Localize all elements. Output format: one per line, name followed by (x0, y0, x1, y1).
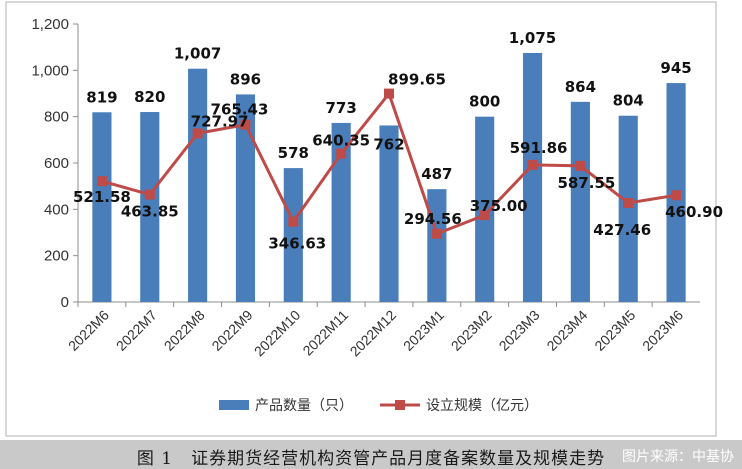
bar-value-label: 1,075 (509, 29, 556, 47)
legend-bar-swatch (219, 400, 249, 410)
line-value-label: 521.58 (73, 188, 131, 206)
y-tick-label: 200 (44, 248, 69, 265)
caption-bar: 图 1 证券期货经营机构资管产品月度备案数量及规模走势 图片来源：中基协 (0, 440, 742, 469)
bar-value-label: 804 (613, 92, 644, 110)
line-point (240, 119, 251, 130)
bar (188, 68, 208, 302)
line-value-label: 727.97 (191, 112, 249, 130)
legend-line-label: 设立规模（亿元） (426, 398, 538, 414)
bar (283, 168, 303, 302)
line-value-label: 640.35 (312, 132, 370, 150)
line-value-label: 375.00 (470, 197, 528, 215)
bar (522, 52, 543, 303)
bar (570, 101, 590, 302)
bar-value-label: 762 (373, 135, 404, 153)
line-value-label: 460.90 (665, 203, 723, 221)
line-point (96, 176, 107, 187)
bar-value-label: 773 (325, 99, 356, 117)
line-point (623, 197, 634, 208)
bar (331, 122, 351, 303)
legend: 产品数量（只） 设立规模（亿元） (219, 398, 538, 414)
bar-value-label: 864 (565, 78, 596, 96)
y-tick-label: 800 (44, 109, 69, 126)
bar (140, 112, 160, 303)
line-value-label: 591.86 (510, 139, 568, 157)
line-value-label: 427.46 (593, 221, 651, 239)
line-point (144, 189, 155, 200)
bar (475, 116, 495, 303)
bar (235, 94, 256, 302)
line-value-label: 765.43 (211, 101, 269, 119)
figure-caption: 图 1 证券期货经营机构资管产品月度备案数量及规模走势 (136, 449, 606, 469)
y-tick-label: 400 (44, 201, 69, 218)
line-point (192, 128, 203, 139)
bar (379, 125, 399, 302)
line-point (527, 159, 538, 170)
bar-value-label: 820 (134, 88, 165, 106)
line-value-label: 899.65 (388, 71, 446, 89)
bar-value-label: 578 (278, 144, 309, 162)
y-tick-label: 1,000 (31, 62, 69, 79)
chart-border (5, 1, 717, 437)
line-point (336, 148, 347, 159)
line-point (431, 228, 442, 239)
bar-value-label: 800 (469, 93, 500, 111)
bar-value-label: 945 (660, 59, 691, 77)
line-point (671, 190, 682, 201)
bar (618, 115, 638, 303)
bar (427, 189, 447, 302)
line-point (479, 210, 490, 221)
legend-line-marker (395, 400, 405, 410)
line-point (288, 216, 299, 227)
line-point (575, 160, 586, 171)
watermark: 图片来源：中基协 (622, 449, 734, 465)
bar-value-label: 896 (230, 70, 261, 88)
y-tick-label: 0 (61, 294, 69, 311)
line-value-label: 346.63 (268, 235, 326, 253)
line-value-label: 294.56 (404, 210, 462, 228)
bar-value-label: 819 (86, 88, 117, 106)
y-tick-label: 1,200 (31, 16, 69, 33)
line-value-label: 587.55 (557, 174, 615, 192)
bar-value-label: 1,007 (174, 45, 221, 63)
line-value-label: 463.85 (121, 203, 179, 221)
line-point (384, 88, 394, 99)
line-series (96, 88, 682, 239)
legend-bar-label: 产品数量（只） (255, 398, 353, 414)
bar (92, 112, 112, 302)
data-labels: 819 820 1,007 896 578 773 762 487 800 1,075 864 804… (73, 29, 723, 253)
y-tick-label: 600 (44, 155, 69, 172)
bar-value-label: 487 (421, 165, 452, 183)
